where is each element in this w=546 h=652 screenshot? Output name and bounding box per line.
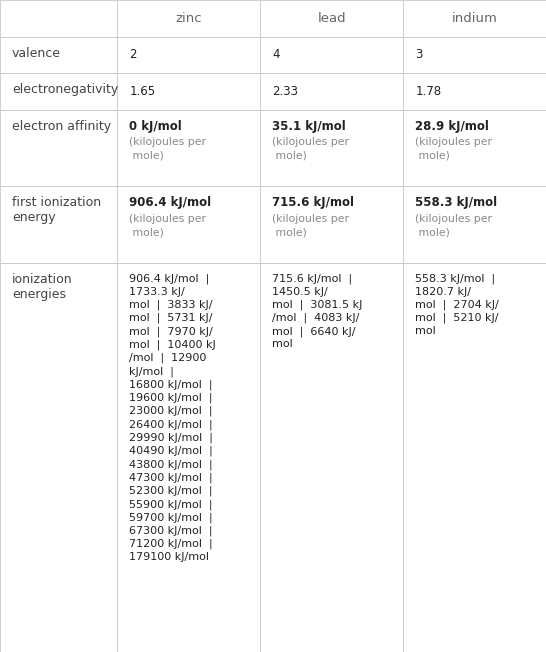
Text: first ionization
energy: first ionization energy xyxy=(12,196,101,224)
Text: 1.65: 1.65 xyxy=(129,85,156,98)
Bar xyxy=(260,73,403,110)
Text: ionization
energies: ionization energies xyxy=(12,273,73,301)
Bar xyxy=(403,263,546,652)
Text: (kilojoules per
 mole): (kilojoules per mole) xyxy=(272,214,349,237)
Bar xyxy=(260,263,403,652)
Bar xyxy=(403,110,546,186)
Text: electron affinity: electron affinity xyxy=(12,119,111,132)
Text: 715.6 kJ/mol  |
1450.5 kJ/
mol  |  3081.5 kJ
/mol  |  4083 kJ/
mol  |  6640 kJ/
: 715.6 kJ/mol | 1450.5 kJ/ mol | 3081.5 k… xyxy=(272,273,363,349)
Bar xyxy=(403,0,546,37)
Text: 3: 3 xyxy=(416,48,423,61)
Bar xyxy=(0,37,117,73)
Bar xyxy=(0,110,117,186)
Bar xyxy=(403,186,546,263)
Text: (kilojoules per
 mole): (kilojoules per mole) xyxy=(129,214,206,237)
Text: indium: indium xyxy=(452,12,498,25)
Text: 558.3 kJ/mol: 558.3 kJ/mol xyxy=(416,196,497,209)
Bar xyxy=(260,0,403,37)
Bar xyxy=(117,186,260,263)
Text: (kilojoules per
 mole): (kilojoules per mole) xyxy=(129,137,206,160)
Text: (kilojoules per
 mole): (kilojoules per mole) xyxy=(416,137,492,160)
Bar xyxy=(0,0,117,37)
Bar xyxy=(117,0,260,37)
Bar xyxy=(117,73,260,110)
Text: 28.9 kJ/mol: 28.9 kJ/mol xyxy=(416,119,489,132)
Text: 906.4 kJ/mol  |
1733.3 kJ/
mol  |  3833 kJ/
mol  |  5731 kJ/
mol  |  7970 kJ/
mo: 906.4 kJ/mol | 1733.3 kJ/ mol | 3833 kJ/… xyxy=(129,273,216,562)
Bar xyxy=(0,73,117,110)
Text: 4: 4 xyxy=(272,48,280,61)
Text: (kilojoules per
 mole): (kilojoules per mole) xyxy=(272,137,349,160)
Bar xyxy=(117,263,260,652)
Bar xyxy=(403,37,546,73)
Text: 0 kJ/mol: 0 kJ/mol xyxy=(129,119,182,132)
Text: 906.4 kJ/mol: 906.4 kJ/mol xyxy=(129,196,211,209)
Bar xyxy=(117,37,260,73)
Text: 1.78: 1.78 xyxy=(416,85,442,98)
Text: valence: valence xyxy=(12,46,61,59)
Text: 2: 2 xyxy=(129,48,137,61)
Text: zinc: zinc xyxy=(176,12,202,25)
Bar xyxy=(0,263,117,652)
Bar xyxy=(403,73,546,110)
Bar xyxy=(117,110,260,186)
Text: 2.33: 2.33 xyxy=(272,85,299,98)
Bar xyxy=(260,110,403,186)
Bar xyxy=(260,37,403,73)
Text: 35.1 kJ/mol: 35.1 kJ/mol xyxy=(272,119,346,132)
Text: (kilojoules per
 mole): (kilojoules per mole) xyxy=(416,214,492,237)
Text: lead: lead xyxy=(318,12,346,25)
Bar xyxy=(260,186,403,263)
Text: electronegativity: electronegativity xyxy=(12,83,118,96)
Bar xyxy=(0,186,117,263)
Text: 715.6 kJ/mol: 715.6 kJ/mol xyxy=(272,196,354,209)
Text: 558.3 kJ/mol  |
1820.7 kJ/
mol  |  2704 kJ/
mol  |  5210 kJ/
mol: 558.3 kJ/mol | 1820.7 kJ/ mol | 2704 kJ/… xyxy=(416,273,499,336)
